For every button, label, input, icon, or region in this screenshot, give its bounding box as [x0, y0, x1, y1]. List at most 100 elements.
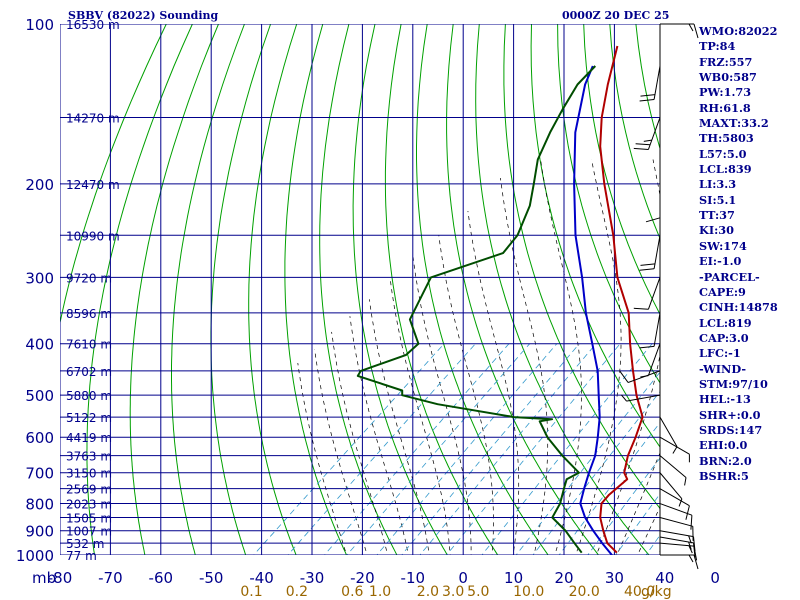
mixing-ratio-line	[645, 534, 660, 555]
wind-barb-flag	[688, 554, 694, 563]
index-item: SRDS:147	[699, 422, 763, 437]
temperature-tick-label: -80	[48, 569, 73, 587]
valid-time: 0000Z 20 DEC 25	[562, 9, 670, 22]
temperature-trace-line	[599, 45, 644, 554]
dry-adiabat-line	[792, 24, 800, 566]
temperature-tick-label: 30	[605, 569, 624, 587]
wind-barb-shaft	[659, 517, 693, 527]
mixing-ratio-label: 40.0	[624, 584, 655, 600]
mixing-ratio-label: 0.2	[286, 584, 308, 600]
height-label: 532 m	[66, 537, 104, 551]
dry-adiabat-line	[503, 24, 660, 510]
height-label: 4419 m	[66, 431, 112, 445]
mixing-ratio-line	[419, 343, 597, 555]
index-item: CAP:3.0	[699, 330, 749, 345]
wind-barb-flag	[640, 94, 656, 97]
wind-barb-flag	[633, 147, 649, 150]
index-item: TH:5803	[699, 131, 754, 146]
wind-barb-shaft	[659, 488, 690, 507]
moist-adiabat-line	[575, 159, 622, 555]
pressure-tick-label: 700	[25, 465, 54, 483]
mixing-ratio-label: 2.0	[417, 584, 439, 600]
wind-barb-shaft	[653, 65, 661, 100]
index-item: PW:1.73	[699, 85, 752, 100]
plot-frame	[60, 24, 660, 555]
wind-barb-shaft	[659, 530, 694, 538]
wind-barb-shaft	[659, 416, 678, 447]
temperature-tick-label: -10	[401, 569, 426, 587]
mixing-ratio-line	[558, 421, 660, 555]
temperature-tick-label: -50	[199, 569, 224, 587]
mixing-ratio-line	[532, 390, 660, 555]
wind-barb	[659, 472, 683, 507]
wind-barb-flag	[693, 23, 699, 39]
mixing-ratio-line	[481, 343, 653, 555]
wind-barb-flag	[678, 498, 683, 507]
wind-barb-shaft	[626, 394, 661, 402]
temperature-tick-label: 10	[504, 569, 523, 587]
dry-adiabat-line	[583, 24, 660, 316]
height-label: 9720 m	[66, 271, 112, 285]
temperature-tick-label: 0	[710, 569, 720, 587]
wind-barb-flag	[690, 515, 693, 530]
temperature-tick-label: -40	[249, 569, 274, 587]
dry-adiabat-line	[210, 24, 272, 555]
mixing-ratio-unit-label: g/kg	[641, 584, 672, 600]
pressure-tick-label: 800	[25, 496, 54, 514]
temperature-tick-label: 20	[554, 569, 573, 587]
temperature-tick-label: 40	[655, 569, 674, 587]
index-item: STM:97/10	[699, 376, 768, 391]
wind-barb-flag	[639, 268, 655, 271]
wind-barb-flag	[672, 446, 678, 454]
wind-barb	[639, 312, 661, 349]
wind-barb-shaft	[653, 235, 661, 269]
index-item: WB0:587	[699, 70, 757, 85]
dry-adiabat-line	[475, 24, 650, 555]
moist-adiabats	[297, 159, 660, 555]
temperature-tick-label: -60	[149, 569, 174, 587]
mixing-ratio-label: 0.1	[240, 584, 262, 600]
wind-barb	[659, 517, 694, 541]
wind-barb	[659, 455, 687, 486]
wind-barb-flag	[688, 545, 693, 554]
moist-adiabat-line	[467, 210, 520, 555]
mixing-ratio-line	[401, 343, 580, 555]
pressure-tick-label: 100	[25, 16, 54, 34]
index-item: SHR+:0.0	[699, 407, 761, 422]
wind-barb-flag	[693, 542, 696, 558]
height-label: 3150 m	[66, 467, 112, 481]
wind-barb-flag	[633, 307, 649, 310]
mixing-ratio-label: 3.0	[442, 584, 464, 600]
wind-barb	[659, 436, 690, 463]
dry-adiabat-line	[557, 24, 660, 384]
wind-barb	[659, 536, 696, 558]
height-label: 8596 m	[66, 307, 112, 321]
dry-adiabat-line	[86, 24, 193, 555]
wind-barb-flag	[645, 217, 661, 223]
wind-barb-shaft	[659, 436, 690, 455]
stability-indices-panel: WMO:82022 TP:84 FRZ:557 WB0:587 PW:1.73 RH:61…	[699, 24, 778, 484]
moist-adiabat-line	[331, 331, 389, 555]
index-item: BRN:2.0	[699, 453, 752, 468]
mixing-ratio-label: 10.0	[513, 584, 544, 600]
chart-title: SBBV (82022) Sounding	[68, 9, 219, 22]
index-item: SW:174	[699, 238, 747, 253]
mixing-ratio-label: 1.0	[369, 584, 391, 600]
wind-barb	[659, 488, 690, 520]
moist-adiabat-line	[314, 349, 368, 555]
wind-barb-flag	[688, 541, 692, 550]
wind-barb-shaft	[647, 277, 661, 310]
height-label: 1007 m	[66, 525, 112, 539]
index-item: LCL:819	[699, 315, 752, 330]
wind-barb-shaft	[653, 312, 661, 347]
wind-barb	[659, 530, 696, 552]
mixing-ratio-label: 20.0	[569, 584, 600, 600]
mixing-ratio-line	[287, 343, 476, 555]
dry-adiabat-line	[384, 24, 499, 555]
dry-adiabat-line	[319, 24, 398, 555]
index-item: KI:30	[699, 223, 734, 238]
dry-adiabat-line	[352, 24, 448, 555]
mixing-ratio-line	[446, 343, 621, 555]
mixing-ratio-line	[615, 493, 660, 555]
index-item: -WIND-	[699, 361, 747, 376]
